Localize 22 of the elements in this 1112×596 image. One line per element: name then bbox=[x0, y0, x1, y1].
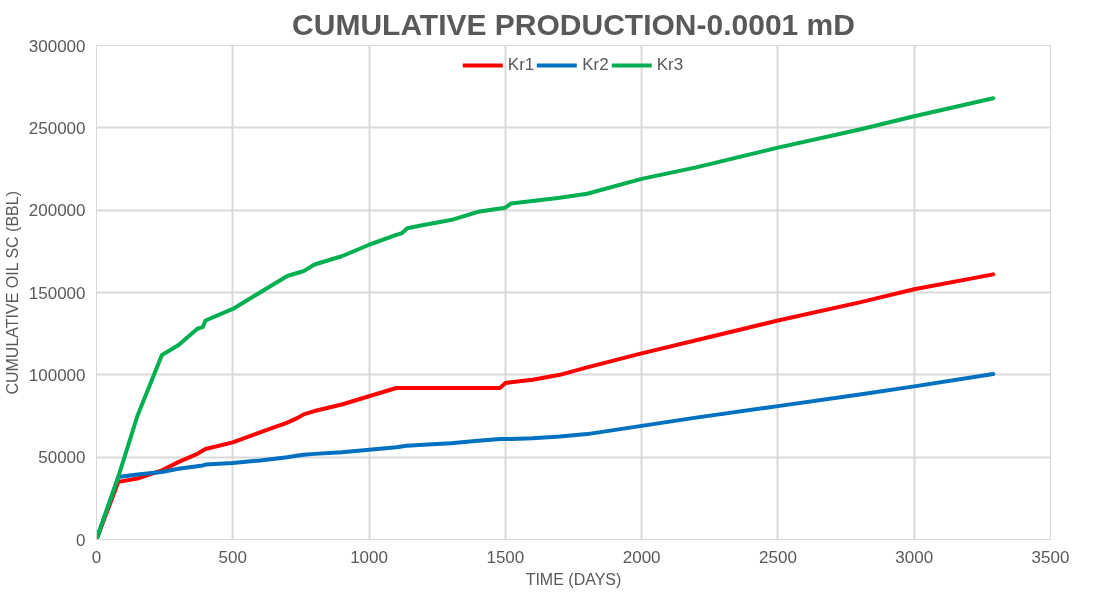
x-tick-label: 1500 bbox=[486, 547, 525, 567]
line-series bbox=[96, 96, 996, 540]
y-tick-label: 100000 bbox=[28, 365, 86, 385]
y-tick-label: 250000 bbox=[28, 118, 86, 138]
y-tick-label: 150000 bbox=[28, 283, 86, 303]
legend-label: Kr3 bbox=[656, 55, 684, 75]
y-tick-label: 0 bbox=[76, 530, 86, 550]
x-tick-label: 3500 bbox=[1031, 547, 1070, 567]
x-tick-label: 1000 bbox=[350, 547, 388, 567]
x-tick-label: 2500 bbox=[759, 547, 797, 567]
legend-label: Kr1 bbox=[507, 55, 535, 75]
y-tick-label: 300000 bbox=[28, 36, 86, 56]
y-axis-title: CUMULATIVE OIL SC (BBL) bbox=[3, 191, 21, 395]
legend-label: Kr2 bbox=[582, 55, 609, 75]
x-tick-label: 3000 bbox=[895, 547, 934, 567]
y-tick-label: 200000 bbox=[28, 201, 86, 221]
chart-title: CUMULATIVE PRODUCTION-0.0001 mD bbox=[292, 7, 855, 41]
x-axis-title: TIME (DAYS) bbox=[525, 570, 622, 588]
y-tick-label: 50000 bbox=[38, 448, 86, 468]
x-tick-label: 0 bbox=[91, 547, 102, 567]
x-tick-label: 500 bbox=[218, 547, 247, 567]
x-tick-label: 2000 bbox=[622, 547, 661, 567]
